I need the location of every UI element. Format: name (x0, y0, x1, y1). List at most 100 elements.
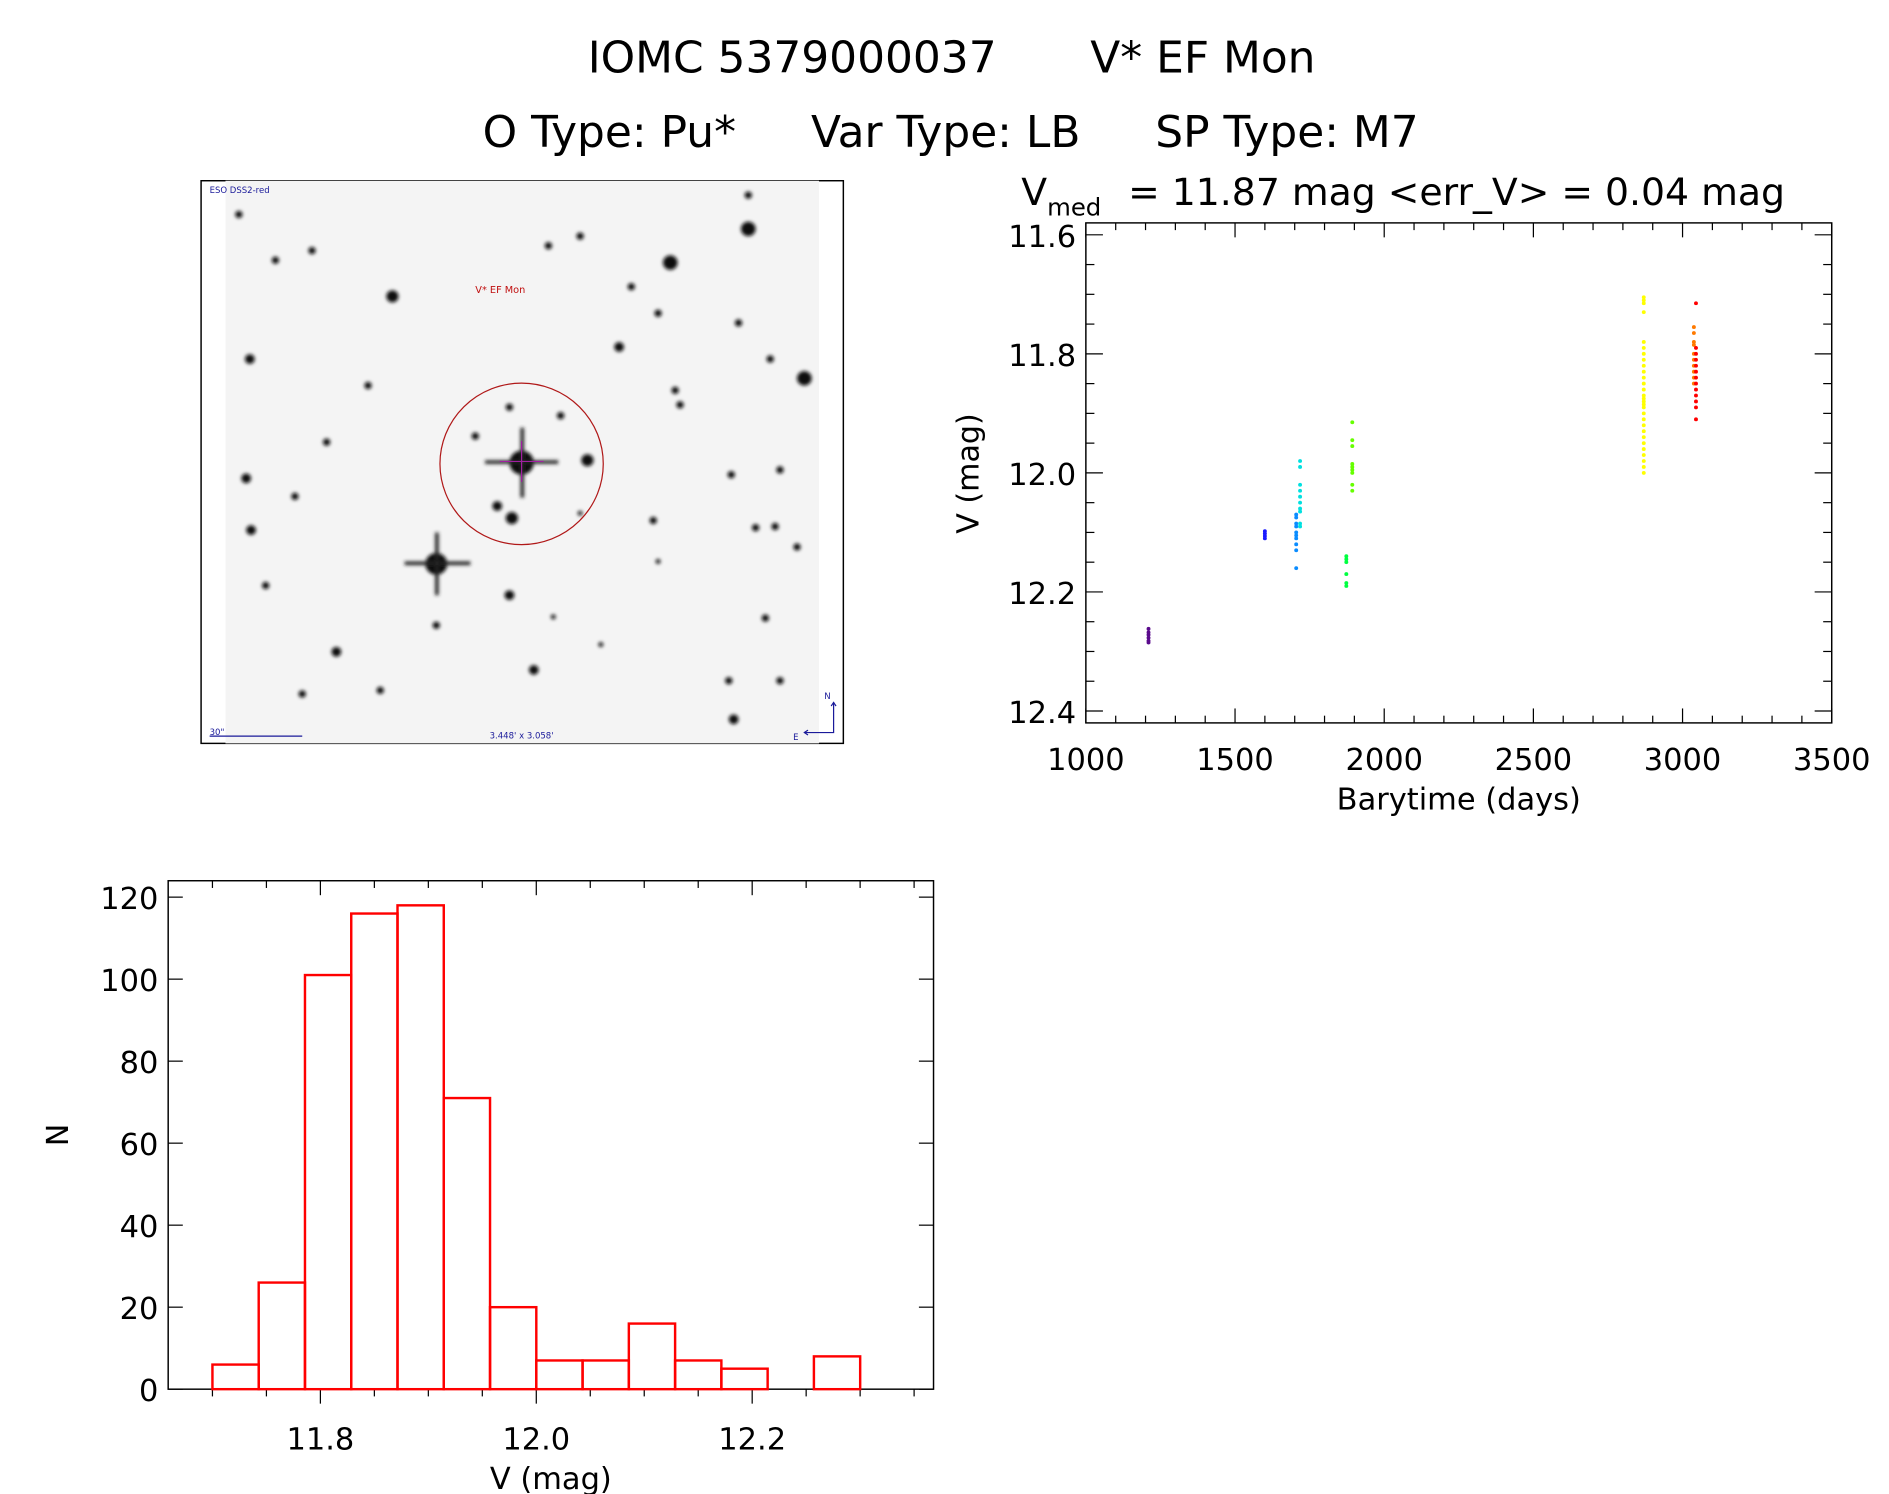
lc-data-point (1298, 524, 1303, 529)
histogram-chart: V (mag) N 11.8 12.0 12.2 0 20 40 60 80 100 120 (41, 880, 935, 1494)
lc-data-point (1694, 405, 1698, 410)
title-object-name: V* EF Mon (1090, 34, 1315, 84)
star (576, 232, 584, 240)
title-vartype: Var Type: LB (811, 108, 1080, 158)
lc-data-point (1694, 363, 1698, 368)
survey-label: ESO DSS2-red (210, 185, 270, 195)
star (298, 690, 306, 698)
lc-data-point (1294, 536, 1299, 541)
lc-data-point (1298, 506, 1303, 511)
lc-data-point (1641, 402, 1646, 407)
lc-data-point (1350, 488, 1355, 493)
east-label: E (793, 732, 798, 742)
lc-data-point (1641, 399, 1646, 404)
star (581, 454, 594, 467)
star (771, 522, 779, 531)
lc-data-point (1262, 536, 1267, 541)
star (505, 512, 518, 525)
title-sptype: SP Type: M7 (1155, 108, 1418, 158)
star (386, 290, 399, 303)
histogram-bar (396, 904, 445, 1391)
star (271, 256, 280, 264)
lc-data-point (1641, 396, 1646, 401)
lc-data-point (1641, 363, 1646, 368)
lc-data-point (1641, 375, 1646, 380)
lc-data-point (1641, 298, 1646, 303)
star (761, 614, 770, 622)
lc-x-tick-label: 2000 (1345, 743, 1423, 778)
lc-data-point (1691, 331, 1696, 335)
lc-y-tick-label: 12.0 (1008, 458, 1076, 493)
lc-data-point (1694, 301, 1698, 306)
hist-axes-frame (167, 880, 935, 1390)
lc-y-tick-label: 11.6 (1008, 220, 1076, 255)
star (744, 191, 752, 199)
lc-data-point (1641, 470, 1646, 475)
star (556, 412, 565, 420)
lc-data-point (1641, 459, 1646, 463)
star (654, 309, 662, 317)
hist-y-tick-label: 120 (100, 882, 158, 917)
star (649, 516, 657, 525)
lc-data-point (1298, 521, 1303, 526)
lc-data-point (1641, 310, 1646, 315)
star (528, 665, 539, 675)
lc-data-point (1350, 444, 1355, 449)
star (725, 677, 733, 685)
star (627, 283, 635, 291)
star (505, 403, 514, 411)
lc-data-point (1694, 369, 1698, 374)
hist-x-tick-label: 11.8 (286, 1423, 354, 1458)
star (544, 242, 553, 250)
lc-data-point (1641, 441, 1646, 446)
lc-data-point (1694, 357, 1698, 362)
histogram-bar (211, 1363, 260, 1391)
lc-data-point (1298, 488, 1303, 493)
star (246, 525, 256, 535)
lc-y-tick-label: 12.2 (1008, 577, 1076, 612)
hist-y-tick-label: 20 (120, 1292, 159, 1327)
lc-x-tick-label: 1500 (1196, 743, 1274, 778)
lc-data-point (1294, 512, 1299, 517)
lc-data-point (1146, 632, 1151, 637)
lc-data-point (1344, 557, 1349, 562)
hist-y-tick-label: 100 (100, 964, 158, 999)
lc-data-point (1694, 387, 1698, 392)
lc-x-tick-label: 2500 (1495, 743, 1573, 778)
histogram-bar (535, 1359, 584, 1391)
star (598, 642, 604, 647)
lc-data-point (1691, 325, 1696, 329)
star (550, 614, 556, 620)
lc-x-tick-label: 3500 (1793, 743, 1871, 778)
star (662, 255, 678, 270)
hist-y-tick-label: 80 (120, 1046, 159, 1081)
star (655, 559, 661, 564)
lc-data-point (1146, 640, 1151, 645)
hist-x-tick-label: 12.2 (718, 1423, 786, 1458)
lc-x-tick-label: 1000 (1047, 743, 1125, 778)
lc-data-point (1350, 465, 1355, 469)
lc-data-point (1694, 381, 1698, 386)
lc-data-point (1641, 405, 1646, 410)
lc-data-point (1298, 459, 1303, 463)
lc-data-point (1298, 509, 1303, 514)
lc-data-point (1641, 417, 1646, 422)
star (504, 590, 515, 601)
star (322, 438, 331, 446)
lc-ylabel: V (mag) (951, 413, 986, 534)
compass (803, 701, 837, 736)
star (797, 371, 812, 386)
lc-data-point (1691, 340, 1696, 344)
lc-data-point (1344, 584, 1349, 588)
lc-data-point (1294, 533, 1299, 538)
star (614, 342, 624, 352)
lc-data-point (1294, 530, 1299, 535)
histogram-bar (581, 1359, 631, 1391)
lc-data-point (1146, 626, 1151, 631)
hist-y-tick-label: 60 (120, 1128, 159, 1163)
star (492, 501, 503, 511)
lc-data-point (1641, 435, 1646, 440)
star-field (235, 191, 812, 725)
hist-y-tick-label: 0 (139, 1374, 158, 1409)
lc-data-point (1350, 467, 1355, 472)
